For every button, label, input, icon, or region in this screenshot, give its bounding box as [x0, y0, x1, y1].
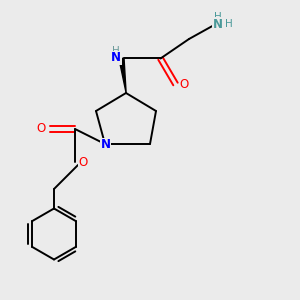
Text: N: N: [111, 51, 121, 64]
Text: N: N: [212, 17, 223, 31]
Text: O: O: [79, 155, 88, 169]
Text: H: H: [225, 19, 232, 29]
Text: O: O: [179, 77, 188, 91]
Text: H: H: [112, 46, 120, 56]
Text: N: N: [100, 138, 111, 152]
Text: O: O: [37, 122, 46, 136]
Text: H: H: [214, 11, 221, 22]
Polygon shape: [119, 58, 126, 93]
